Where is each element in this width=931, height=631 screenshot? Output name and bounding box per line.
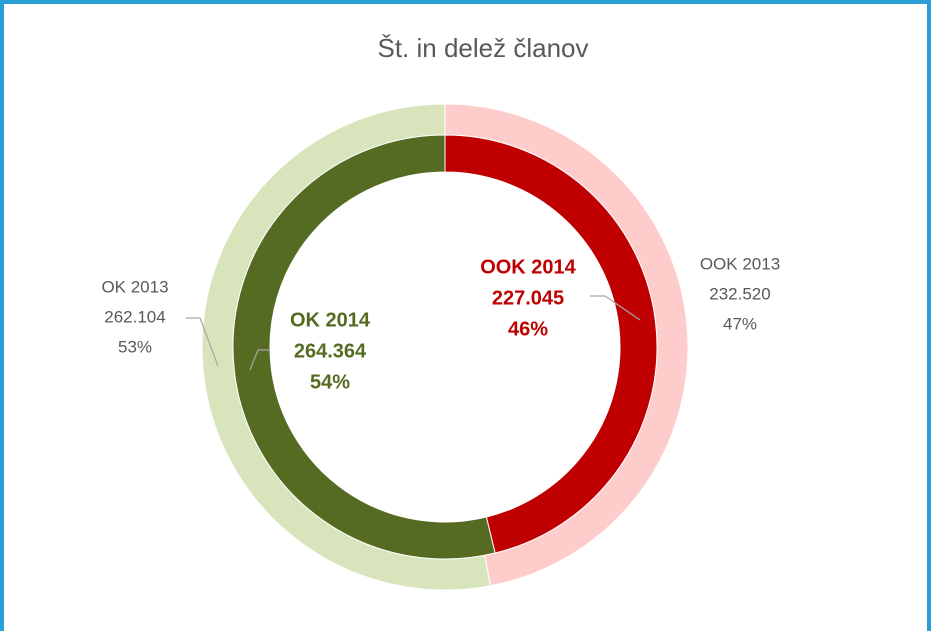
data-label-name: OOK 2013 (700, 254, 780, 273)
data-label-value: 264.364 (294, 340, 367, 362)
data-label-name: OK 2014 (290, 309, 371, 331)
leader-line (186, 317, 219, 367)
data-label-name: OK 2013 (101, 277, 168, 296)
data-label-percent: 46% (508, 318, 548, 340)
chart-title: Št. in delež članov (377, 33, 588, 63)
leader-line (249, 349, 270, 371)
donut-segment (444, 134, 658, 554)
data-label-value: 227.045 (492, 287, 564, 309)
data-label-value: 232.520 (709, 284, 770, 303)
data-label-percent: 53% (118, 337, 152, 356)
data-label-value: 262.104 (104, 307, 165, 326)
leader-line (590, 295, 641, 321)
data-label-name: OOK 2014 (480, 256, 576, 278)
donut-segment (232, 134, 496, 560)
data-label-percent: 54% (310, 371, 350, 393)
data-label-percent: 47% (723, 314, 757, 333)
